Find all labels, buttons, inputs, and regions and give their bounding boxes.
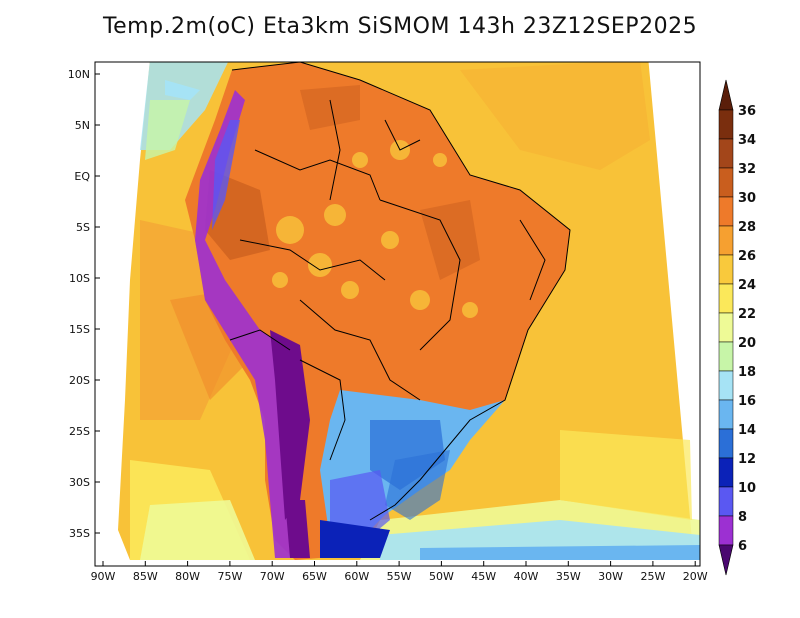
lon-tick-label: 85W <box>133 570 158 583</box>
colorbar-label: 36 <box>738 104 756 119</box>
colorbar-swatch <box>718 486 734 517</box>
lat-tick-label: 10S <box>69 272 90 285</box>
colorbar-label: 30 <box>738 191 756 206</box>
lon-tick-label: 65W <box>302 570 327 583</box>
colorbar-swatch <box>718 341 734 372</box>
lon-tick-label: 75W <box>217 570 242 583</box>
lon-tick-label: 55W <box>387 570 412 583</box>
colorbar-swatch <box>718 457 734 488</box>
lon-tick-label: 50W <box>429 570 454 583</box>
lon-tick-label: 30W <box>598 570 623 583</box>
lon-tick-label: 90W <box>91 570 116 583</box>
lon-tick-label: 35W <box>556 570 581 583</box>
lon-tick-label: 20W <box>683 570 708 583</box>
lon-tick-label: 40W <box>514 570 539 583</box>
lat-tick-label: 10N <box>68 68 90 81</box>
lon-tick-label: 25W <box>640 570 665 583</box>
colorbar-label: 28 <box>738 220 756 235</box>
colorbar-swatch <box>718 109 734 140</box>
longitude-axis: 90W 85W 80W 75W 70W 65W 60W 55W 50W 45W 40W 35W 30W 2… <box>91 561 708 583</box>
map-title: Temp.2m(oC) Eta3km SiSMOM 143h 23Z12SEP2… <box>102 14 698 39</box>
colorbar-label: 32 <box>738 162 756 177</box>
map-frame <box>94 61 701 567</box>
colorbar-label: 14 <box>738 423 756 438</box>
lon-tick-label: 60W <box>344 570 369 583</box>
lat-tick-label: 5N <box>75 119 90 132</box>
colorbar-swatch <box>718 138 734 169</box>
latitude-axis: 10N 5N EQ 5S 10S 15S 20S 25S 30S 35S <box>68 68 100 540</box>
colorbar-label: 34 <box>738 133 756 148</box>
colorbar-top-arrow <box>718 79 734 111</box>
colorbar-label: 10 <box>738 481 756 496</box>
map-field <box>118 62 700 560</box>
colorbar-label: 6 <box>738 539 747 554</box>
colorbar-swatch <box>718 370 734 401</box>
lat-tick-label: 15S <box>69 323 90 336</box>
lat-tick-label: 35S <box>69 527 90 540</box>
colorbar-swatch <box>718 515 734 546</box>
lat-tick-label: 25S <box>69 425 90 438</box>
colorbar-label: 8 <box>738 510 747 525</box>
colorbar-label: 22 <box>738 307 756 322</box>
lon-tick-label: 70W <box>260 570 285 583</box>
lat-tick-label: 30S <box>69 476 90 489</box>
lon-tick-label: 45W <box>471 570 496 583</box>
lon-tick-label: 80W <box>175 570 200 583</box>
colorbar-swatch <box>718 225 734 256</box>
lat-tick-label: 20S <box>69 374 90 387</box>
colorbar-swatch <box>718 428 734 459</box>
colorbar-swatch <box>718 283 734 314</box>
colorbar-swatch <box>718 312 734 343</box>
lat-tick-label: 5S <box>76 221 90 234</box>
lat-tick-label: EQ <box>74 170 90 183</box>
colorbar-label: 24 <box>738 278 756 293</box>
colorbar-swatch <box>718 399 734 430</box>
country-borders <box>229 61 571 521</box>
colorbar-label: 16 <box>738 394 756 409</box>
colorbar-label: 18 <box>738 365 756 380</box>
colorbar-swatch <box>718 254 734 285</box>
colorbar-label: 12 <box>738 452 756 467</box>
colorbar-bottom-arrow <box>718 544 734 576</box>
colorbar: 36 34 32 30 28 26 24 22 20 18 16 14 12 10 8 6 <box>718 79 756 576</box>
colorbar-label: 20 <box>738 336 756 351</box>
colorbar-swatch <box>718 196 734 227</box>
colorbar-swatch <box>718 167 734 198</box>
colorbar-label: 26 <box>738 249 756 264</box>
